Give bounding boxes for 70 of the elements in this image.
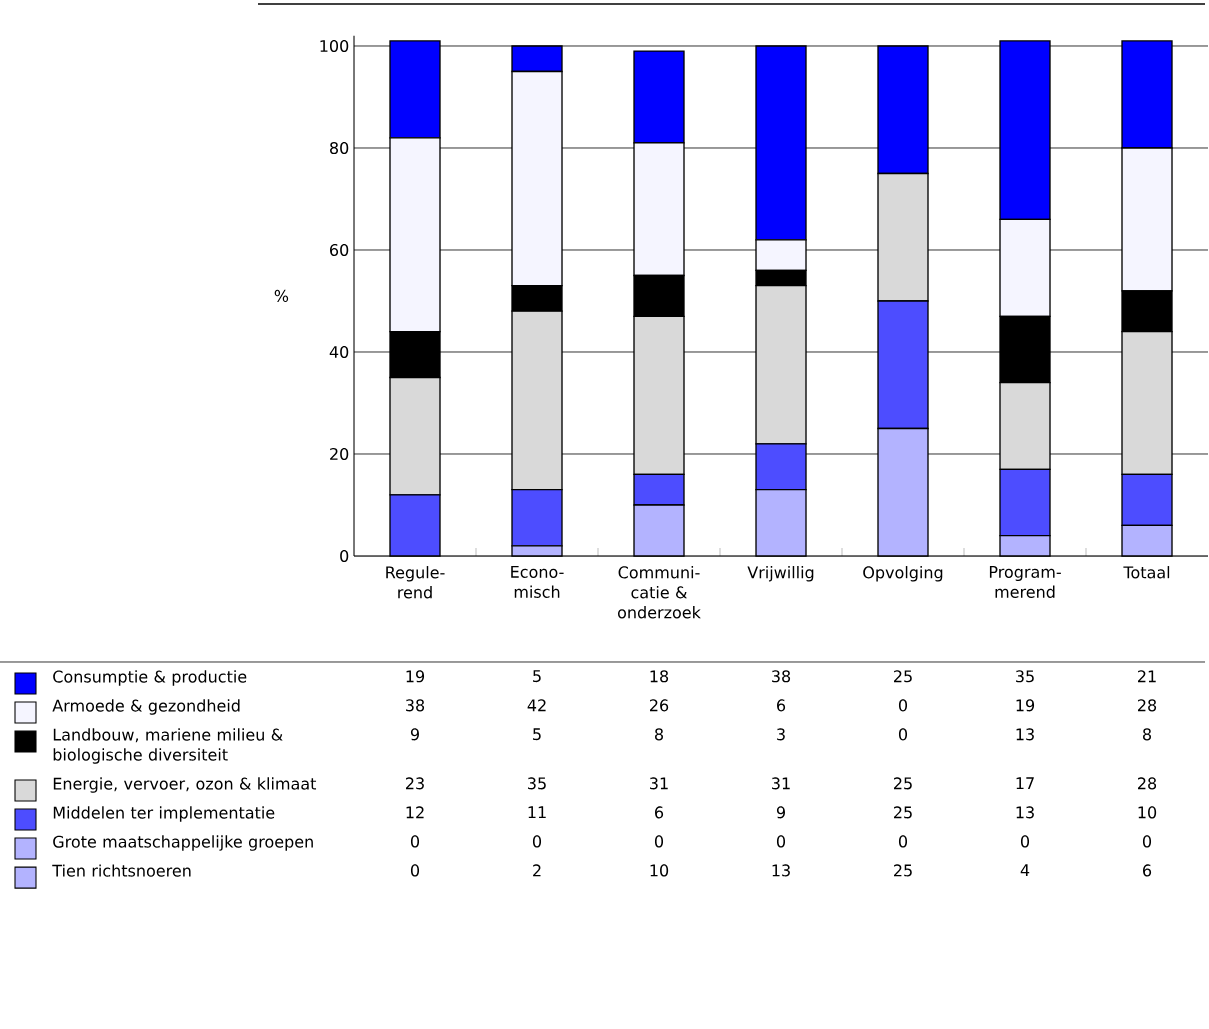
legend-label: Consumptie & productie (53, 670, 247, 686)
x-tick-label: Program- merend (989, 566, 1061, 598)
legend-label: Energie, vervoer, ozon & klimaat (53, 777, 317, 793)
data-label: 28 (1138, 777, 1157, 790)
data-label: 17 (1016, 777, 1034, 789)
data-label: 9 (776, 806, 785, 819)
data-label: 0 (898, 835, 908, 848)
data-label: 31 (650, 777, 668, 790)
data-label: 35 (528, 777, 546, 790)
data-label: 23 (406, 777, 424, 790)
data-label: 38 (406, 699, 425, 712)
x-tick-label: Regule- rend (386, 566, 445, 599)
data-label: 10 (1138, 806, 1157, 819)
data-label: 18 (650, 670, 669, 683)
y-tick-label: 60 (330, 243, 349, 257)
data-label: 11 (528, 806, 546, 818)
data-label: 6 (655, 806, 664, 819)
data-label: 21 (1138, 670, 1156, 683)
data-label: 8 (655, 728, 663, 741)
data-label: 0 (776, 835, 786, 848)
data-label: 42 (527, 699, 546, 712)
data-label: 19 (406, 670, 425, 683)
data-label: 35 (1016, 670, 1034, 683)
data-label: 10 (650, 864, 669, 877)
y-tick-label: 80 (330, 141, 349, 155)
data-label: 25 (894, 806, 912, 819)
data-label: 8 (1143, 728, 1151, 741)
data-label: 19 (1016, 699, 1035, 712)
data-label: 9 (410, 728, 419, 741)
legend-label: Tien richtsnoeren (52, 864, 191, 877)
data-label: 25 (894, 777, 912, 790)
y-tick-label: 100 (320, 39, 349, 53)
data-label: 25 (894, 864, 912, 877)
data-label: 6 (1143, 864, 1152, 877)
y-tick-label: 20 (330, 447, 349, 461)
legend-label: Middelen ter implementatie (53, 806, 275, 822)
x-tick-label: Econo- misch (511, 566, 564, 598)
legend-label: Armoede & gezondheid (52, 699, 240, 715)
y-tick-label: 40 (329, 345, 349, 359)
data-label: 26 (650, 699, 669, 712)
data-label: 31 (772, 777, 790, 790)
legend-label: Grote maatschappelijke groepen (53, 835, 313, 851)
legend-label: Landbouw, mariene milieu & biologische diversiteit (53, 728, 283, 764)
data-label: 0 (654, 835, 664, 848)
data-label: 6 (777, 699, 786, 712)
data-label: 12 (406, 806, 424, 819)
data-label: 4 (1020, 864, 1030, 877)
y-tick-label: 0 (340, 549, 349, 563)
data-label: 2 (533, 864, 541, 877)
x-tick-label: Communi- catie & onderzoek (617, 566, 701, 619)
x-tick-label: Totaal (1123, 566, 1170, 579)
x-tick-label: Opvolging (863, 566, 943, 582)
y-axis-title: % (274, 289, 289, 302)
data-label: 5 (533, 670, 541, 683)
x-tick-label: Vrijwillig (747, 566, 814, 582)
data-label: 0 (410, 864, 420, 877)
data-label: 13 (1016, 806, 1034, 819)
data-label: 0 (1020, 835, 1030, 848)
data-label: 0 (898, 699, 908, 712)
data-label: 3 (777, 728, 785, 741)
data-label: 25 (894, 670, 912, 683)
data-label: 38 (772, 670, 791, 683)
data-label: 0 (1142, 835, 1152, 848)
data-label: 13 (772, 864, 790, 877)
data-label: 28 (1138, 699, 1157, 712)
data-label: 0 (532, 835, 542, 848)
data-label: 13 (1016, 728, 1034, 741)
data-label: 0 (898, 728, 908, 741)
data-label: 5 (533, 728, 541, 741)
data-label: 0 (410, 835, 420, 848)
